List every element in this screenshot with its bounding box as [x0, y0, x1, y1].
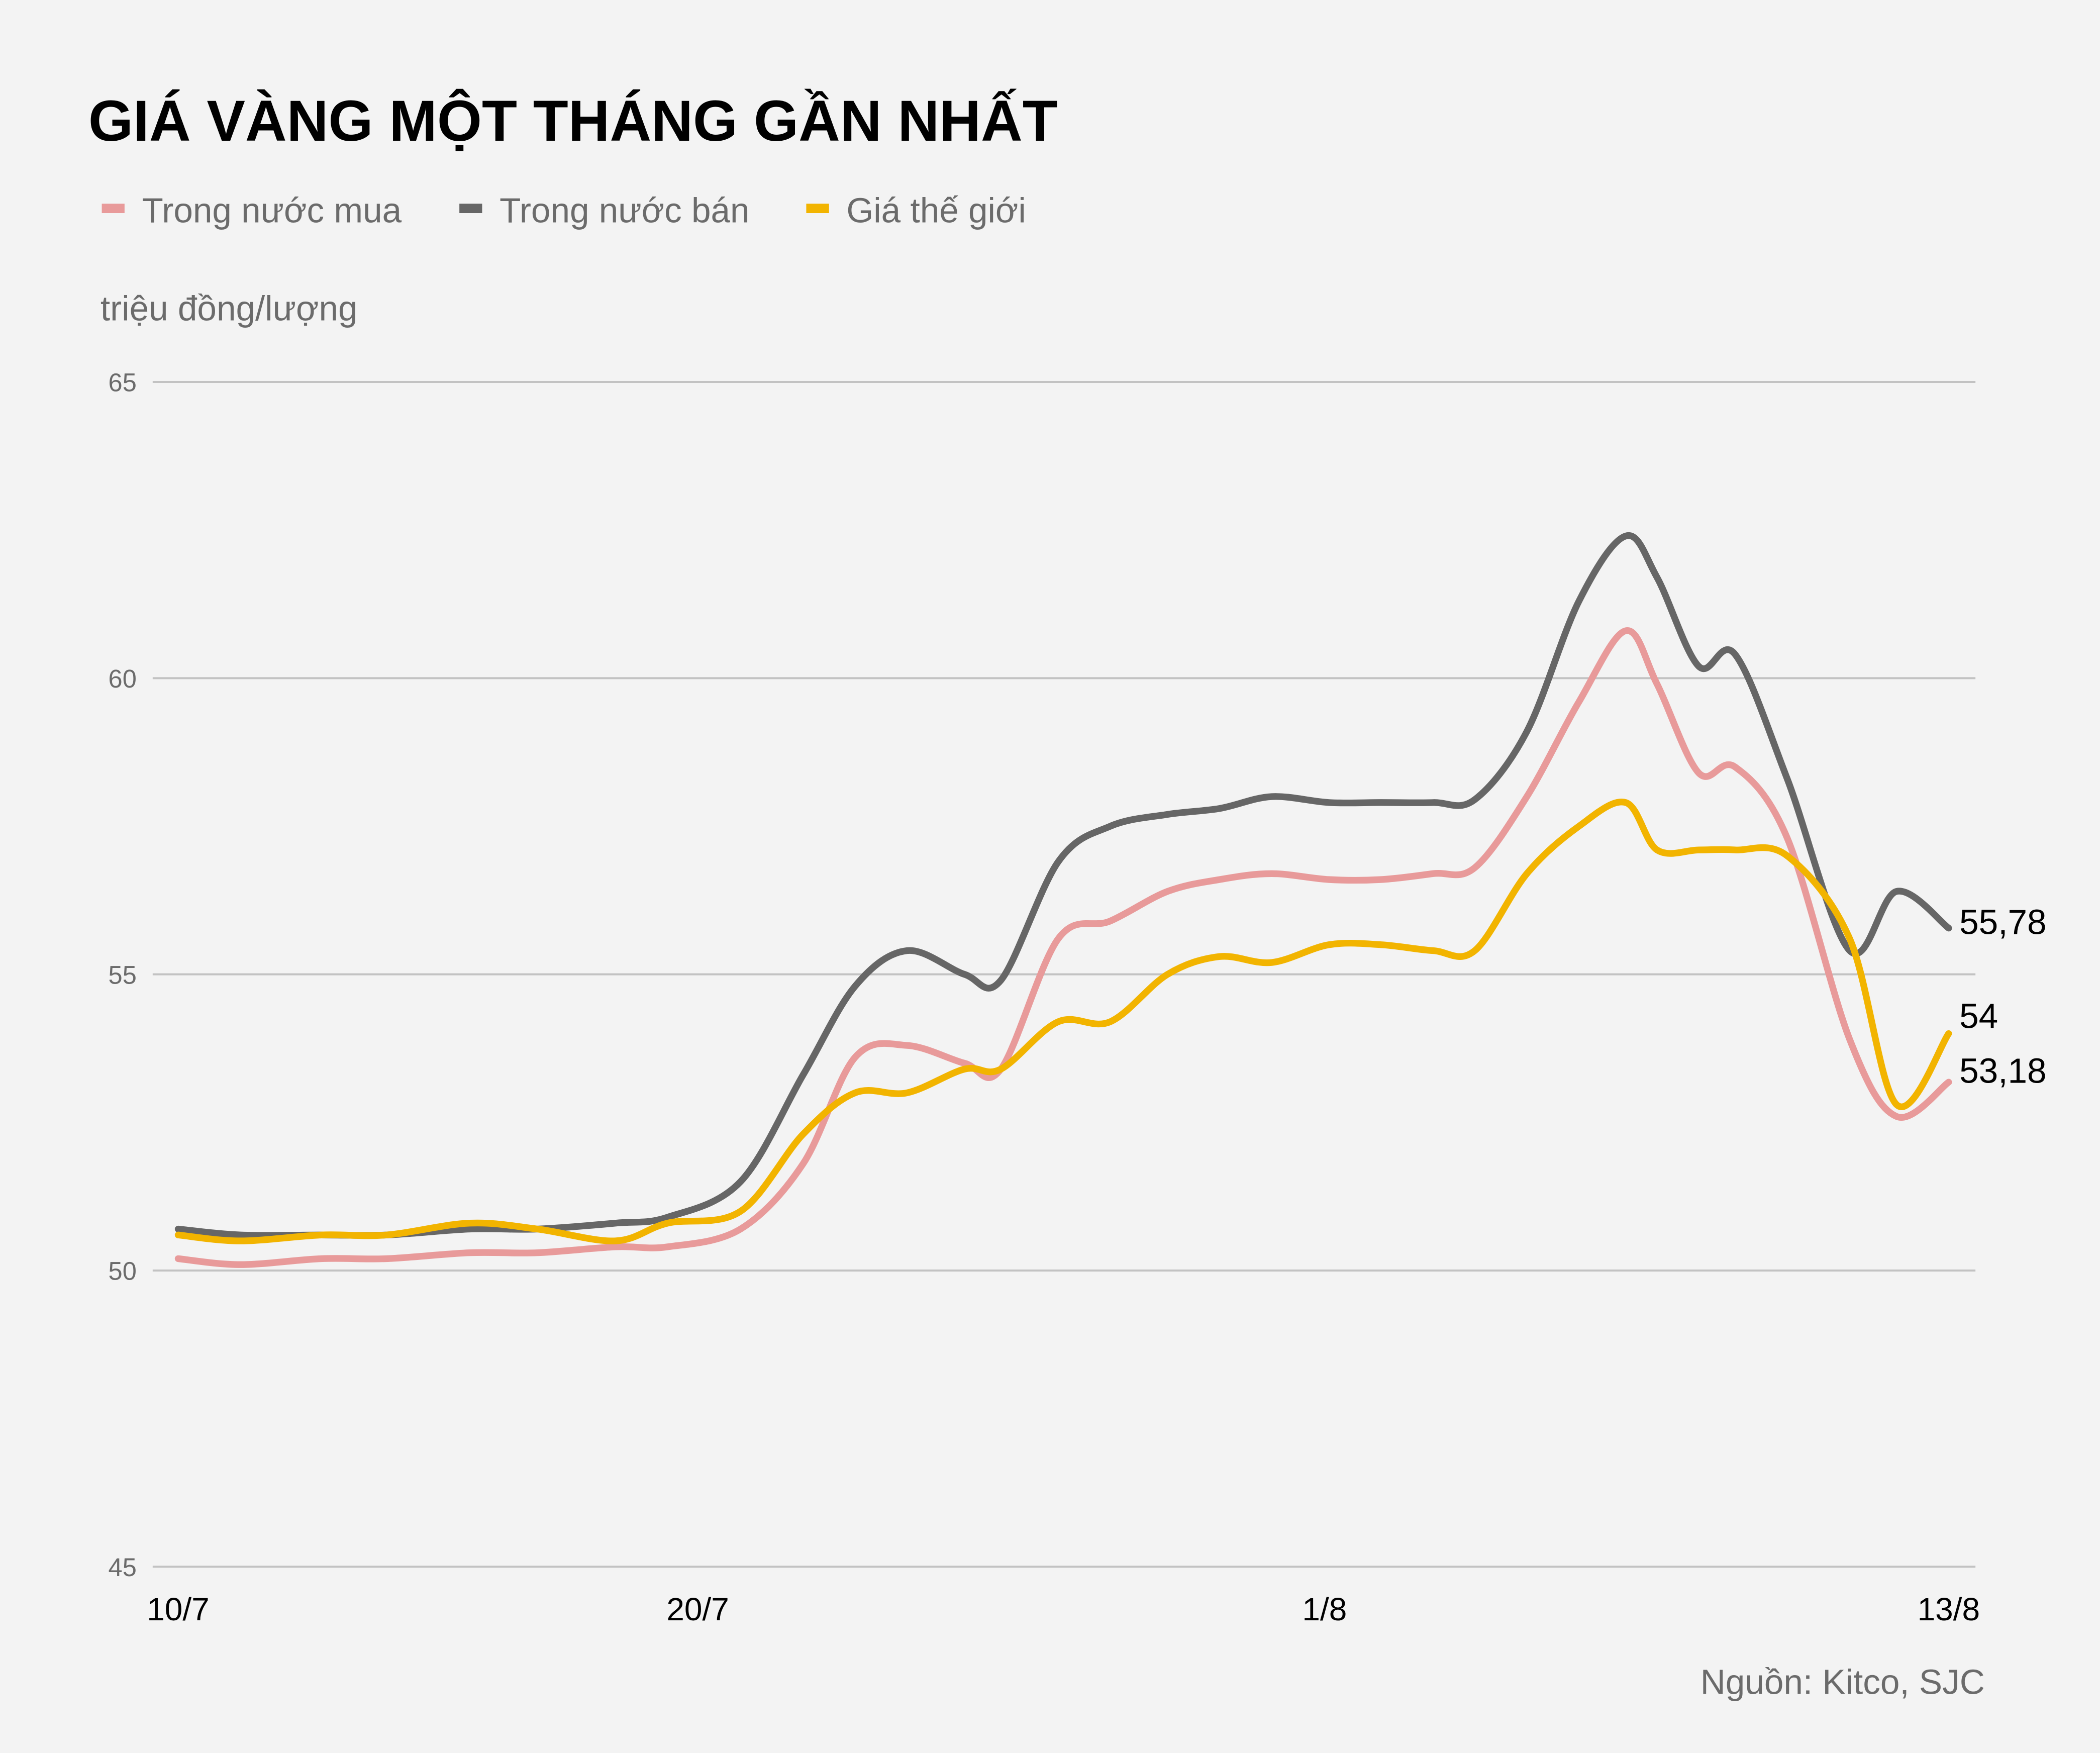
- legend-label: Trong nước mua: [142, 191, 402, 230]
- y-tick-label: 45: [109, 1553, 137, 1582]
- y-tick-label: 50: [109, 1257, 137, 1286]
- legend-label: Trong nước bán: [499, 191, 749, 230]
- legend: Trong nước mua Trong nước bán Giá thế gi…: [102, 191, 1026, 230]
- line-trong-nuoc-ban: [174, 532, 1952, 1239]
- source-note: Nguồn: Kitco, SJC: [1701, 1663, 1985, 1702]
- x-tick-label: 20/7: [666, 1591, 729, 1627]
- y-tick-label: 65: [109, 368, 137, 397]
- line-trong-nuoc-mua: [174, 627, 1952, 1268]
- end-label-trong-nuoc-mua: 53,18: [1959, 1051, 2046, 1091]
- end-label-gia-the-gioi: 54: [1959, 996, 1998, 1035]
- x-axis: 10/7 20/7 1/8 13/8: [147, 1591, 1980, 1627]
- legend-item-trong-nuoc-mua[interactable]: Trong nước mua: [102, 191, 402, 230]
- legend-label: Giá thế giới: [846, 191, 1026, 230]
- x-tick-label: 13/8: [1918, 1591, 1980, 1627]
- end-label-trong-nuoc-ban: 55,78: [1959, 903, 2046, 942]
- x-tick-label: 1/8: [1302, 1591, 1347, 1627]
- legend-item-gia-the-gioi[interactable]: Giá thế giới: [806, 191, 1026, 230]
- legend-item-trong-nuoc-ban[interactable]: Trong nước bán: [459, 191, 750, 230]
- legend-swatch-pink-icon: [102, 204, 125, 213]
- y-axis-unit-label: triệu đồng/lượng: [101, 288, 358, 328]
- y-axis: 65 60 55 50 45: [109, 368, 1976, 1582]
- y-tick-label: 60: [109, 664, 137, 693]
- series-layer: [174, 532, 1952, 1268]
- y-tick-label: 55: [109, 960, 137, 989]
- legend-swatch-gray-icon: [459, 204, 482, 213]
- x-tick-label: 10/7: [147, 1591, 209, 1627]
- line-gia-the-gioi: [174, 798, 1952, 1244]
- legend-swatch-gold-icon: [806, 204, 829, 213]
- chart-title: GIÁ VÀNG MỘT THÁNG GẦN NHẤT: [88, 89, 1058, 153]
